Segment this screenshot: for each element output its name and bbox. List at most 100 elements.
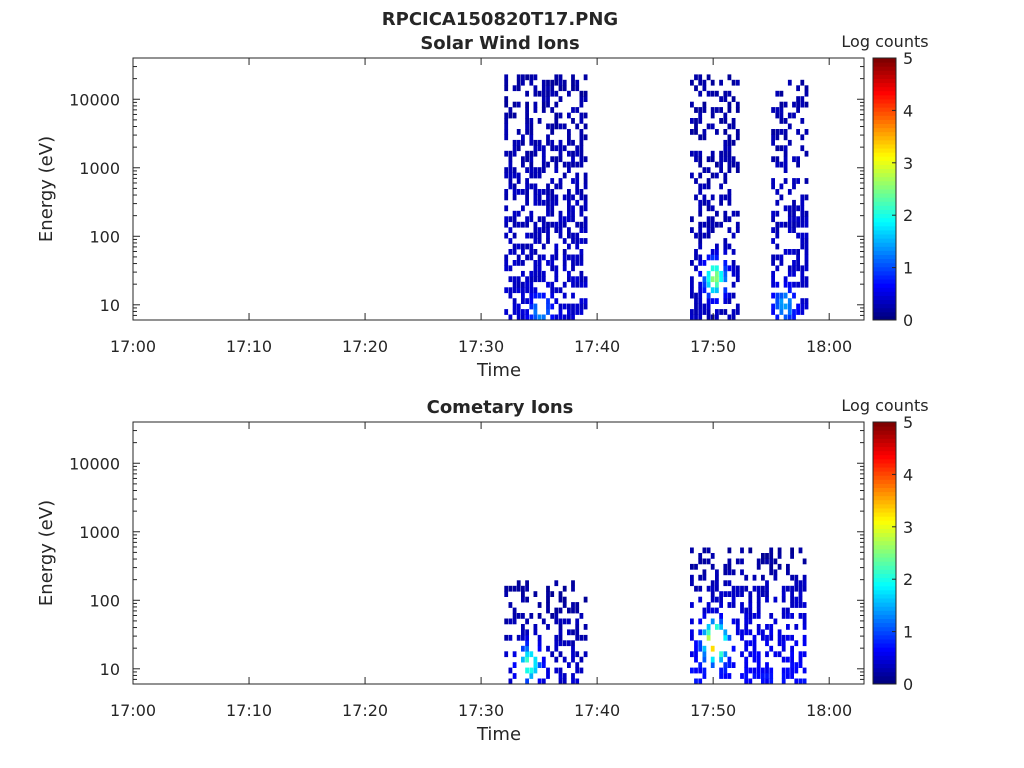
heatmap-cell (775, 112, 780, 119)
heatmap-cell (558, 287, 563, 294)
heatmap-cell (715, 107, 719, 113)
heatmap-cell (546, 667, 550, 674)
heatmap-cell (740, 629, 744, 636)
heatmap-cell (558, 232, 563, 239)
heatmap-cell (735, 624, 740, 630)
colorbar-swatch (873, 426, 896, 431)
heatmap-cell (786, 656, 790, 663)
heatmap-cell (702, 558, 707, 565)
heatmap-cell (508, 602, 513, 608)
heatmap-cell (779, 303, 784, 310)
heatmap-cell (546, 134, 550, 141)
heatmap-cell (731, 618, 736, 625)
heatmap-cell (775, 156, 780, 163)
heatmap-cell (773, 574, 778, 581)
heatmap-cell (579, 134, 584, 141)
heatmap-cell (790, 553, 794, 559)
heatmap-cell (525, 243, 529, 250)
heatmap-cell (761, 634, 765, 641)
heatmap-cell (550, 139, 555, 146)
heatmap-cell (579, 298, 584, 304)
heatmap-cell (575, 629, 580, 636)
heatmap-cell (541, 254, 546, 261)
heatmap-cell (541, 145, 546, 152)
heatmap-cell (775, 292, 780, 299)
heatmap-cell (765, 580, 769, 587)
heatmap-cell (779, 107, 784, 113)
heatmap-cell (731, 585, 736, 592)
heatmap-cell (525, 183, 529, 190)
heatmap-cell (583, 205, 588, 212)
heatmap-cell (748, 651, 753, 658)
heatmap-cell (529, 156, 534, 163)
heatmap-cell (516, 634, 521, 641)
heatmap-cell (508, 178, 513, 184)
heatmap-cell (504, 101, 509, 108)
colorbar-swatch (873, 540, 896, 546)
heatmap-cell (731, 161, 736, 168)
heatmap-cell (752, 613, 757, 619)
heatmap-cell (781, 678, 786, 685)
heatmap-cell (698, 260, 703, 266)
heatmap-cell (504, 123, 509, 130)
heatmap-cell (567, 194, 571, 201)
heatmap-cell (752, 651, 757, 658)
heatmap-cell (583, 634, 588, 641)
heatmap-cell (690, 580, 694, 587)
heatmap-cell (786, 624, 790, 630)
heatmap-cell (775, 90, 780, 97)
heatmap-cell (537, 276, 542, 283)
heatmap-cell (575, 221, 580, 228)
heatmap-cell (521, 221, 525, 228)
heatmap-cell (579, 634, 584, 641)
heatmap-cell (525, 150, 529, 157)
heatmap-cell (529, 210, 534, 217)
heatmap-cell (698, 678, 703, 685)
heatmap-cell (727, 547, 732, 554)
heatmap-cell (727, 107, 732, 113)
heatmap-cell (550, 205, 555, 212)
heatmap-cell (719, 96, 723, 102)
solar-wind-y-label: Energy (eV) (36, 136, 57, 242)
heatmap-cell (546, 624, 550, 630)
heatmap-cell (723, 249, 728, 255)
heatmap-cell (771, 309, 775, 315)
heatmap-cell (512, 183, 517, 190)
heatmap-cell (529, 303, 534, 310)
heatmap-cell (533, 624, 538, 630)
heatmap-cell (715, 210, 719, 217)
heatmap-cell (769, 678, 774, 685)
heatmap-cell (583, 227, 588, 233)
heatmap-cell (546, 645, 550, 652)
colorbar-swatch (873, 189, 896, 194)
heatmap-cell (554, 249, 559, 255)
heatmap-cell (525, 634, 529, 641)
heatmap-cell (583, 194, 588, 201)
heatmap-cell (694, 118, 698, 124)
heatmap-cell (504, 79, 509, 86)
colorbar-swatch (873, 164, 896, 170)
heatmap-cell (521, 292, 525, 299)
heatmap-cell (723, 634, 728, 641)
heatmap-cell (698, 90, 703, 97)
heatmap-cell (740, 602, 744, 608)
heatmap-cell (533, 270, 538, 277)
heatmap-cell (554, 298, 559, 304)
cometary-title: Cometary Ions (427, 397, 574, 418)
heatmap-cell (554, 118, 559, 124)
heatmap-cell (787, 205, 792, 212)
heatmap-cell (698, 189, 703, 195)
heatmap-cell (554, 183, 559, 190)
heatmap-cell (761, 591, 765, 597)
heatmap-cell (771, 134, 775, 141)
heatmap-cell (727, 243, 732, 250)
heatmap-cell (512, 298, 517, 304)
heatmap-cell (731, 662, 736, 668)
heatmap-cell (694, 265, 698, 272)
colorbar-swatch (873, 176, 896, 182)
heatmap-cell (715, 580, 719, 587)
heatmap-cell (512, 139, 517, 146)
heatmap-cell (516, 585, 521, 592)
heatmap-cell (756, 596, 761, 603)
heatmap-cell (537, 189, 542, 195)
